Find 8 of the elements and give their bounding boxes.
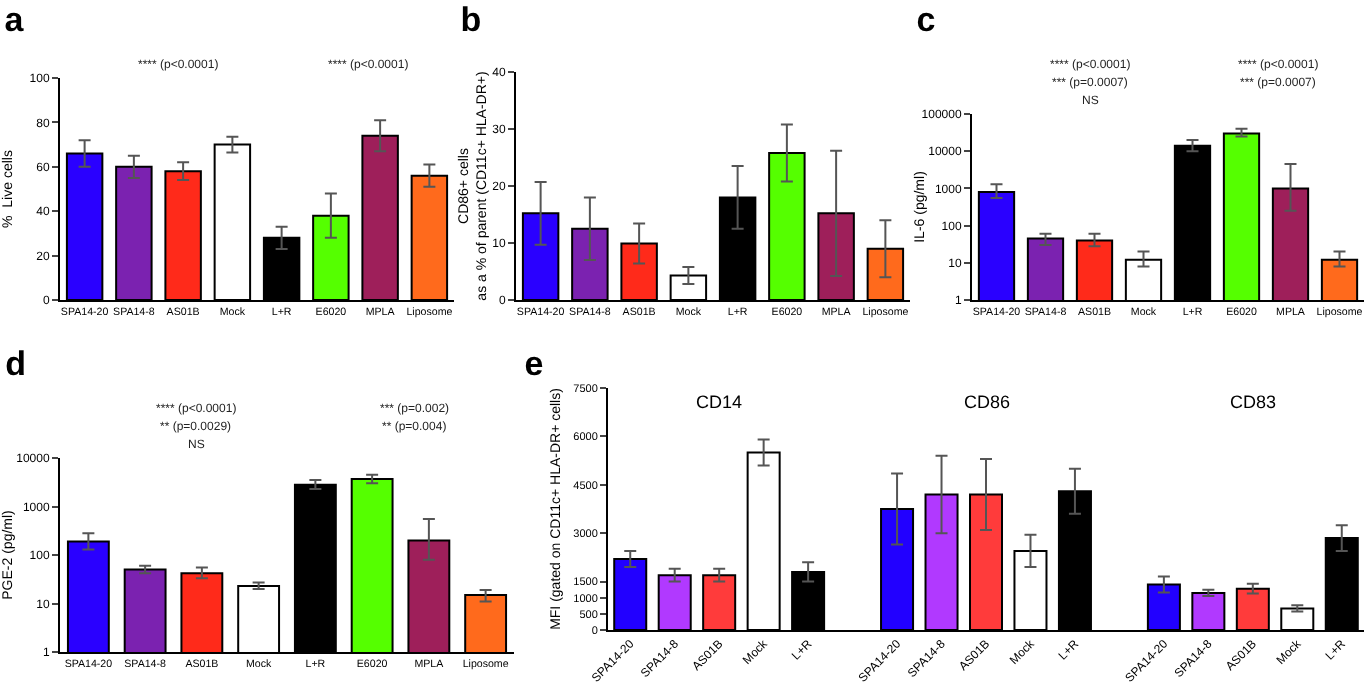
chart-title: e (524, 344, 544, 383)
chart-title: b (460, 0, 482, 39)
annotation: CD83 (1230, 392, 1277, 412)
annotation: CD86 (964, 392, 1011, 412)
chart-title: c (916, 0, 936, 39)
chart-title: d (5, 344, 26, 383)
chart-title: a (4, 0, 25, 39)
annotation: CD14 (696, 392, 743, 412)
